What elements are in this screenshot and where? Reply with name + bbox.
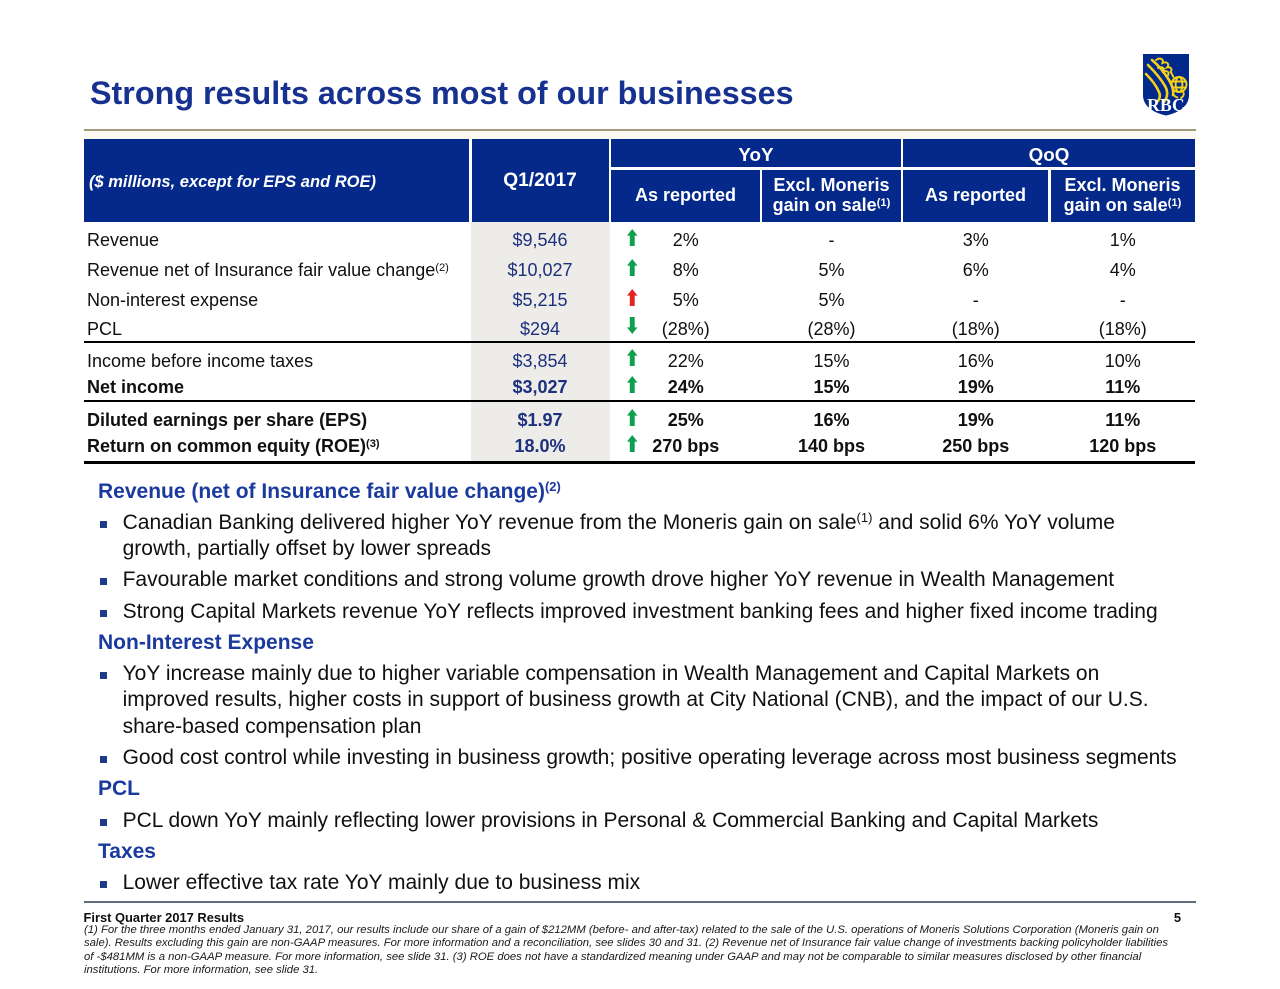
svg-text:RBC: RBC: [1147, 95, 1185, 115]
